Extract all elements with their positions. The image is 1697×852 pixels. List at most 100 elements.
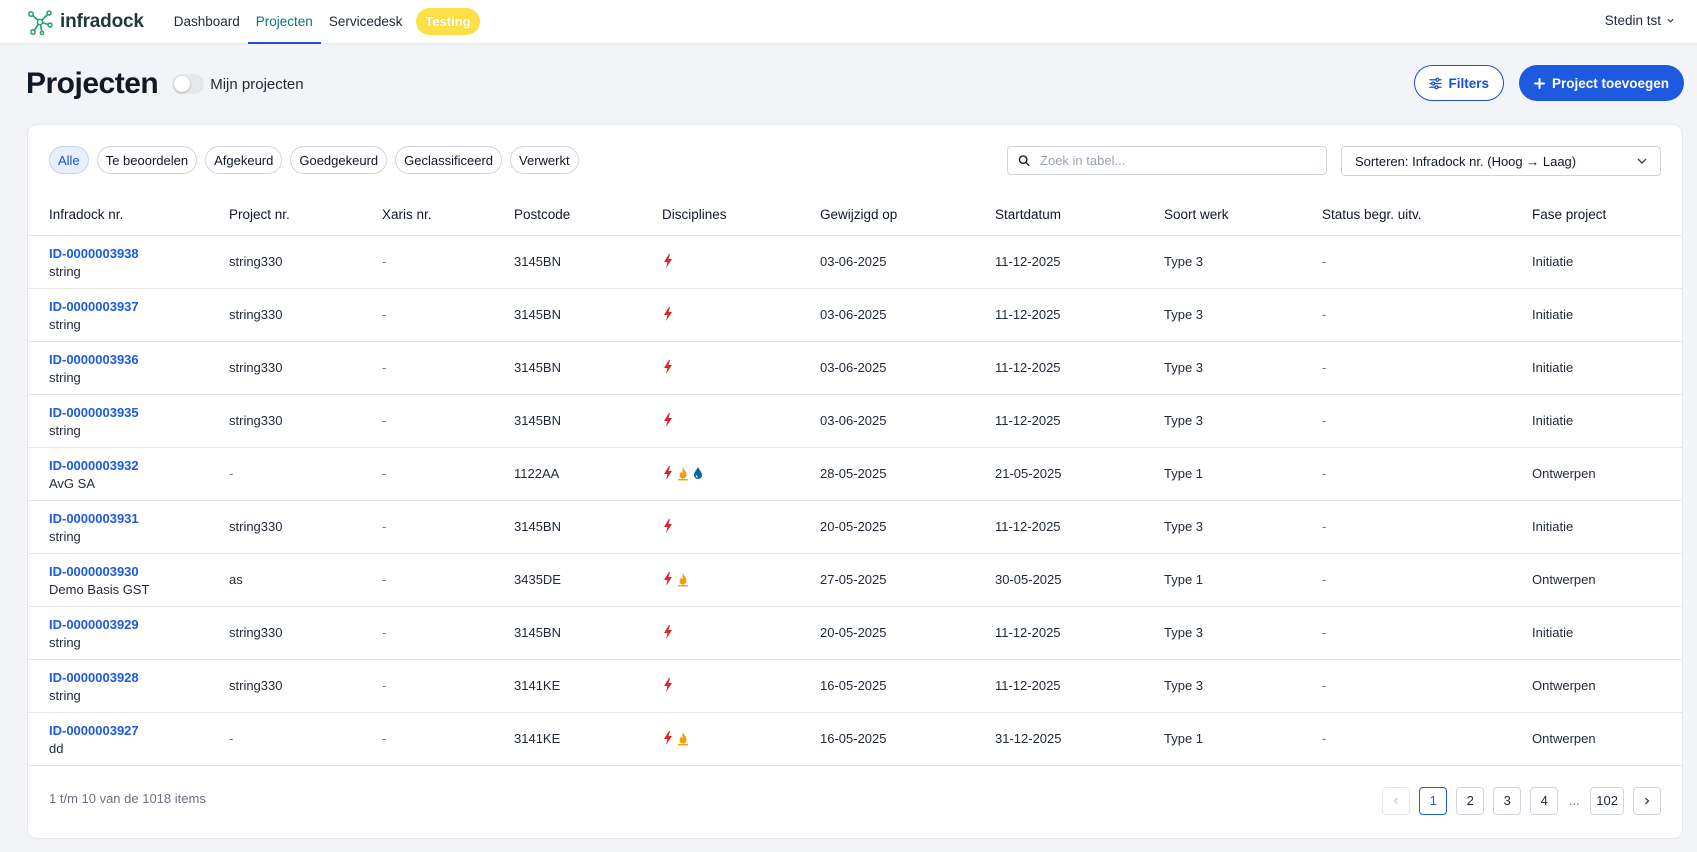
header-actions: Filters Project toevoegen — [1414, 65, 1684, 101]
table-row[interactable]: ID-0000003932 AvG SA - -1122AA 28-05-2025 21-… — [28, 447, 1682, 501]
filters-button[interactable]: Filters — [1414, 65, 1504, 101]
project-id-link[interactable]: ID-0000003928 — [49, 669, 139, 685]
toggle-knob — [174, 76, 191, 92]
disciplines-cell — [641, 394, 799, 448]
soort-werk-cell: Type 3 — [1143, 341, 1301, 395]
status-cell: - — [1301, 447, 1511, 501]
project-id-link[interactable]: ID-0000003935 — [49, 404, 139, 420]
col-xaris-nr[interactable]: Xaris nr. — [361, 195, 493, 236]
project-name: string — [49, 316, 81, 332]
status-cell: - — [1301, 500, 1511, 554]
col-infradock-nr[interactable]: Infradock nr. — [28, 195, 208, 236]
infradock-nr-cell: ID-0000003928 string — [28, 659, 208, 713]
disciplines-cell — [641, 553, 799, 607]
project-id-link[interactable]: ID-0000003927 — [49, 722, 139, 738]
table-row[interactable]: ID-0000003930 Demo Basis GST as -3435DE 27-0… — [28, 553, 1682, 607]
project-id-link[interactable]: ID-0000003930 — [49, 563, 139, 579]
postcode-cell: 3435DE — [493, 553, 641, 607]
col-status-begr-uitv[interactable]: Status begr. uitv. — [1301, 195, 1511, 236]
page-button-2[interactable]: 2 — [1456, 786, 1485, 815]
disciplines-icons — [662, 307, 799, 322]
table-row[interactable]: ID-0000003936 string string330-3145BN 03-06… — [28, 341, 1682, 395]
page-header: Projecten Mijn projecten Filters Project… — [0, 44, 1697, 124]
plus-icon — [1533, 77, 1545, 89]
project-id-link[interactable]: ID-0000003931 — [49, 510, 139, 526]
status-chips: Alle Te beoordelen Afgekeurd Goedgekeurd… — [49, 146, 579, 174]
add-project-button[interactable]: Project toevoegen — [1518, 65, 1684, 101]
electricity-icon — [664, 413, 672, 427]
status-cell: - — [1301, 553, 1511, 607]
project-nr-cell: - — [208, 447, 361, 501]
user-menu[interactable]: Stedin tst — [1605, 0, 1675, 40]
disciplines-cell — [641, 447, 799, 501]
search-input[interactable] — [1040, 153, 1316, 168]
table-footer: 1 t/m 10 van de 1018 items 1 2 3 4 ... 1… — [28, 766, 1682, 832]
nav-item-projecten[interactable]: Projecten — [247, 0, 321, 44]
xaris-nr-cell: - — [361, 235, 493, 289]
infradock-nr-cell: ID-0000003937 string — [28, 288, 208, 342]
col-gewijzigd-op[interactable]: Gewijzigd op — [799, 195, 974, 236]
table-row[interactable]: ID-0000003931 string string330-3145BN 20-05… — [28, 500, 1682, 554]
col-project-nr[interactable]: Project nr. — [208, 195, 361, 236]
add-project-label: Project toevoegen — [1551, 75, 1669, 91]
app-logo[interactable]: infradock — [26, 8, 144, 36]
infradock-nr-cell: ID-0000003930 Demo Basis GST — [28, 553, 208, 607]
postcode-cell: 3145BN — [493, 606, 641, 660]
project-nr-cell: string330 — [208, 394, 361, 448]
gas-flame-icon — [678, 732, 688, 746]
chip-afgekeurd[interactable]: Afgekeurd — [205, 146, 283, 174]
top-navbar: infradock Dashboard Projecten Servicedes… — [0, 0, 1697, 44]
page-button-1[interactable]: 1 — [1419, 786, 1448, 815]
table-row[interactable]: ID-0000003937 string string330-3145BN 03-06… — [28, 288, 1682, 342]
page-title: Projecten — [26, 67, 159, 100]
page-button-3[interactable]: 3 — [1493, 786, 1522, 815]
table-row[interactable]: ID-0000003938 string string330-3145BN 03-06… — [28, 235, 1682, 289]
col-startdatum[interactable]: Startdatum — [974, 195, 1143, 236]
table-row[interactable]: ID-0000003929 string string330-3145BN 20-05… — [28, 606, 1682, 660]
chip-te-beoordelen[interactable]: Te beoordelen — [96, 146, 198, 174]
page-button-last[interactable]: 102 — [1590, 786, 1624, 815]
xaris-nr-cell: - — [361, 606, 493, 660]
col-soort-werk[interactable]: Soort werk — [1143, 195, 1301, 236]
nav-item-servicedesk[interactable]: Servicedesk — [328, 14, 403, 29]
chip-goedgekeurd[interactable]: Goedgekeurd — [290, 146, 388, 174]
chip-verwerkt[interactable]: Verwerkt — [510, 146, 579, 174]
mijn-projecten-toggle[interactable] — [172, 74, 205, 94]
disciplines-icons — [662, 254, 799, 269]
chip-alle[interactable]: Alle — [49, 146, 89, 174]
disciplines-icons — [662, 678, 799, 693]
status-cell: - — [1301, 712, 1511, 766]
search-icon — [1018, 155, 1030, 167]
table-body: ID-0000003938 string string330-3145BN 03-06… — [28, 235, 1682, 766]
disciplines-cell — [641, 500, 799, 554]
xaris-nr-cell: - — [361, 394, 493, 448]
sort-select[interactable]: Sorteren: Infradock nr. (Hoog → Laag) — [1341, 146, 1661, 176]
startdatum-cell: 11-12-2025 — [974, 235, 1143, 289]
col-postcode[interactable]: Postcode — [493, 195, 641, 236]
gewijzigd-op-cell: 03-06-2025 — [799, 235, 974, 289]
chevron-right-icon — [1645, 797, 1650, 804]
soort-werk-cell: Type 3 — [1143, 659, 1301, 713]
next-page-button[interactable] — [1633, 786, 1661, 815]
nav-item-dashboard[interactable]: Dashboard — [173, 14, 240, 29]
postcode-cell: 3145BN — [493, 500, 641, 554]
page-button-4[interactable]: 4 — [1530, 786, 1559, 815]
table-row[interactable]: ID-0000003927 dd - -3141KE 16-05-2025 31-12-2… — [28, 712, 1682, 766]
project-nr-cell: string330 — [208, 606, 361, 660]
prev-page-button[interactable] — [1382, 786, 1411, 815]
col-fase-project[interactable]: Fase project — [1511, 195, 1682, 236]
startdatum-cell: 21-05-2025 — [974, 447, 1143, 501]
soort-werk-cell: Type 1 — [1143, 447, 1301, 501]
disciplines-icons — [662, 466, 799, 481]
project-id-link[interactable]: ID-0000003932 — [49, 457, 139, 473]
project-id-link[interactable]: ID-0000003929 — [49, 616, 139, 632]
project-id-link[interactable]: ID-0000003938 — [49, 245, 139, 261]
postcode-cell: 3141KE — [493, 712, 641, 766]
table-row[interactable]: ID-0000003928 string string330-3141KE 16-05… — [28, 659, 1682, 713]
table-row[interactable]: ID-0000003935 string string330-3145BN 03-06… — [28, 394, 1682, 448]
postcode-cell: 3145BN — [493, 394, 641, 448]
project-id-link[interactable]: ID-0000003936 — [49, 351, 139, 367]
col-disciplines[interactable]: Disciplines — [641, 195, 799, 236]
chip-geclassificeerd[interactable]: Geclassificeerd — [395, 146, 503, 174]
project-id-link[interactable]: ID-0000003937 — [49, 298, 139, 314]
